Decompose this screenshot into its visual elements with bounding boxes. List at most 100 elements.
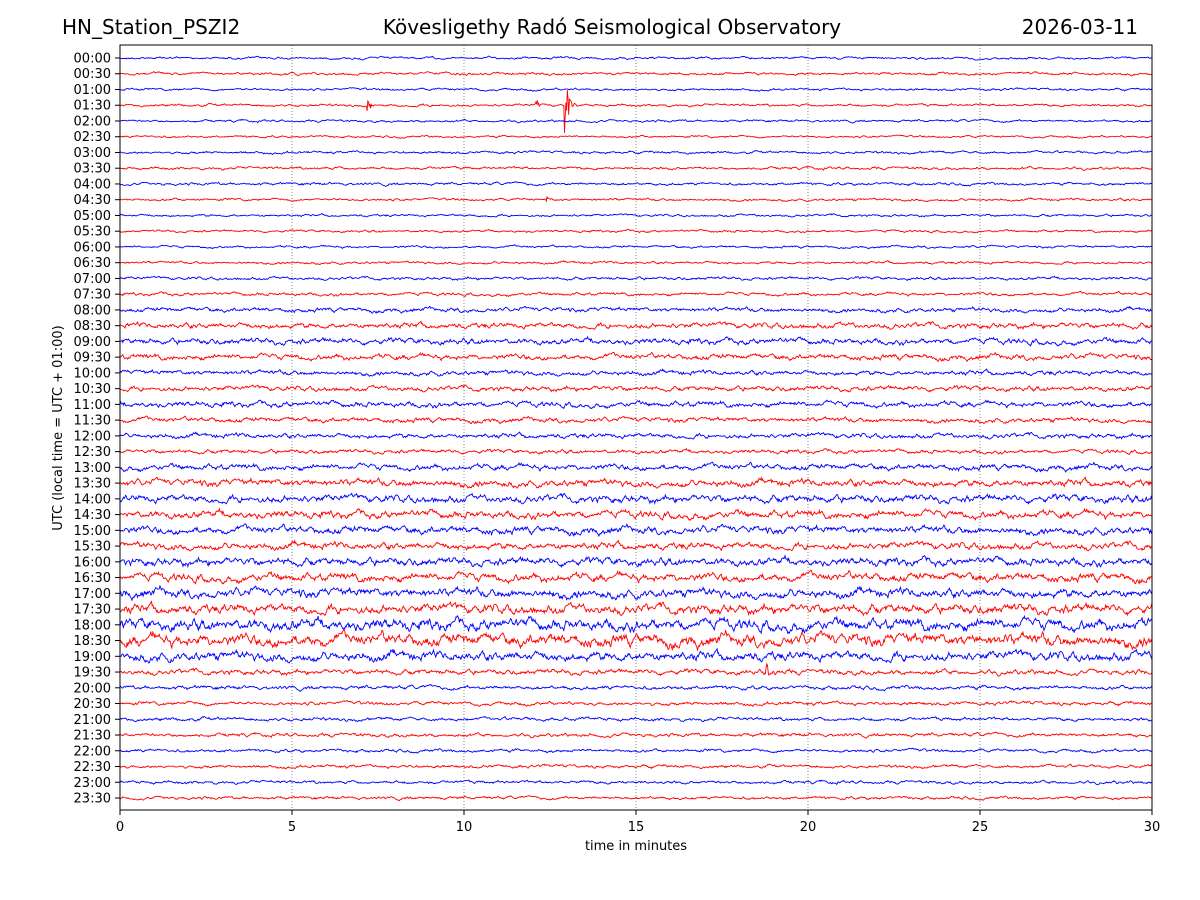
y-tick-label: 12:30 (74, 445, 111, 460)
y-tick-label: 21:30 (74, 729, 111, 744)
trace-1130 (119, 415, 1153, 425)
y-tick-label: 10:30 (74, 382, 111, 397)
y-tick-label: 08:00 (74, 303, 111, 318)
y-tick-label: 22:30 (74, 760, 111, 775)
y-tick-label: 04:30 (74, 193, 111, 208)
y-tick-label: 10:00 (74, 366, 111, 381)
y-tick-label: 05:30 (74, 225, 111, 240)
x-tick-label: 5 (288, 820, 296, 835)
trace-1830 (119, 629, 1153, 652)
trace-0600 (119, 244, 1152, 250)
trace-0330 (119, 165, 1152, 171)
trace-2000 (119, 684, 1153, 692)
trace-1630 (119, 569, 1153, 585)
y-tick-label: 15:30 (74, 540, 111, 555)
y-tick-label: 15:00 (74, 524, 111, 539)
y-tick-label: 09:30 (74, 351, 111, 366)
trace-0800 (119, 305, 1152, 314)
y-tick-label: 07:00 (74, 272, 111, 287)
trace-1430 (119, 507, 1152, 521)
y-tick-label: 14:00 (74, 492, 111, 507)
trace-2130 (119, 731, 1153, 739)
y-tick-label: 12:00 (74, 429, 111, 444)
chart-title: Kövesligethy Radó Seismological Observat… (382, 15, 842, 39)
y-tick-label: 06:00 (74, 240, 111, 255)
y-tick-label: 20:00 (74, 681, 111, 696)
trace-0700 (119, 275, 1152, 281)
y-tick-label: 08:30 (74, 319, 111, 334)
x-tick-label: 0 (116, 820, 124, 835)
y-tick-label: 13:00 (74, 461, 111, 476)
trace-1330 (119, 476, 1153, 489)
y-tick-label: 20:30 (74, 697, 111, 712)
trace-1800 (119, 614, 1153, 635)
trace-2030 (119, 700, 1152, 708)
trace-1600 (119, 554, 1153, 569)
y-tick-label: 17:00 (74, 587, 111, 602)
trace-0400 (119, 181, 1153, 187)
y-tick-label: 11:30 (74, 414, 111, 429)
chart-date: 2026-03-11 (1021, 15, 1138, 39)
y-tick-label: 11:00 (74, 398, 111, 413)
trace-1030 (119, 384, 1153, 393)
y-tick-label: 01:30 (74, 99, 111, 114)
y-tick-label: 14:30 (74, 508, 111, 523)
x-tick-label: 25 (972, 820, 989, 835)
trace-0000 (119, 55, 1152, 61)
trace-0730 (119, 290, 1153, 298)
y-tick-label: 02:00 (74, 114, 111, 129)
y-tick-label: 16:30 (74, 571, 111, 586)
trace-1700 (119, 584, 1153, 602)
y-tick-label: 17:30 (74, 603, 111, 618)
trace-1000 (119, 368, 1152, 377)
trace-2100 (119, 715, 1153, 723)
x-tick-label: 15 (628, 820, 645, 835)
y-tick-label: 19:00 (74, 650, 111, 665)
trace-1100 (119, 399, 1152, 410)
station-name: HN_Station_PSZI2 (62, 15, 241, 39)
y-tick-label: 02:30 (74, 130, 111, 145)
x-axis-label: time in minutes (585, 839, 687, 854)
trace-2200 (119, 747, 1152, 754)
x-tick-label: 20 (800, 820, 817, 835)
trace-2230 (119, 763, 1153, 770)
y-tick-label: 22:00 (74, 744, 111, 759)
y-tick-label: 00:30 (74, 67, 111, 82)
y-tick-label: 19:30 (74, 666, 111, 681)
trace-0630 (119, 259, 1153, 266)
y-tick-label: 09:00 (74, 335, 111, 350)
trace-0900 (119, 335, 1152, 347)
trace-1730 (119, 600, 1153, 617)
trace-0300 (120, 149, 1152, 156)
trace-1230 (119, 447, 1152, 456)
trace-0130 (119, 90, 1152, 133)
trace-2330 (119, 795, 1152, 802)
trace-0100 (119, 87, 1153, 92)
y-tick-label: 21:00 (74, 713, 111, 728)
trace-1530 (120, 539, 1152, 552)
trace-1930 (120, 662, 1153, 677)
trace-1300 (119, 461, 1153, 473)
trace-1400 (119, 492, 1153, 505)
trace-0230 (120, 134, 1153, 139)
trace-1200 (119, 431, 1152, 440)
y-tick-label: 13:30 (74, 477, 111, 492)
y-tick-label: 01:00 (74, 83, 111, 98)
y-tick-label: 04:00 (74, 177, 111, 192)
y-tick-label: 23:00 (74, 776, 111, 791)
trace-1900 (119, 647, 1153, 664)
y-axis-label: UTC (local time = UTC + 01:00) (51, 325, 66, 530)
x-tick-label: 30 (1144, 820, 1161, 835)
y-tick-label: 03:30 (74, 162, 111, 177)
trace-0530 (119, 228, 1153, 234)
y-tick-label: 18:00 (74, 618, 111, 633)
y-tick-label: 16:00 (74, 555, 111, 570)
y-tick-label: 07:30 (74, 288, 111, 303)
y-tick-label: 23:30 (74, 792, 111, 807)
trace-0930 (120, 351, 1152, 363)
trace-1500 (119, 523, 1153, 538)
trace-0430 (119, 196, 1152, 203)
y-tick-label: 03:00 (74, 146, 111, 161)
trace-2300 (119, 779, 1152, 786)
